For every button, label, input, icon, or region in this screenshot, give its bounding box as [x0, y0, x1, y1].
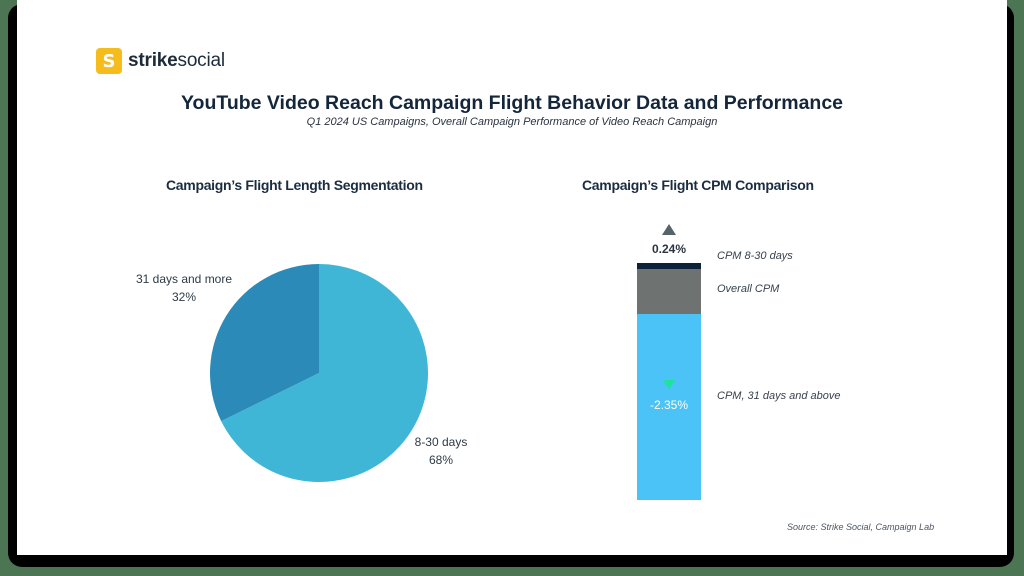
- bar-segment-overall-cpm: [637, 269, 701, 314]
- brand-name: strikesocial: [128, 50, 225, 72]
- brand-name-light: social: [177, 50, 226, 71]
- decrease-triangle-icon: [663, 380, 675, 389]
- pie-label-name: 31 days and more: [135, 272, 233, 286]
- pie-slice-8-30-days: [221, 264, 429, 482]
- pie-label-name: 8-30 days: [414, 435, 468, 449]
- legend-overall-cpm: Overall CPM: [717, 283, 780, 295]
- source-note: Source: Strike Social, Campaign Lab: [787, 522, 935, 532]
- page-subtitle: Q1 2024 US Campaigns, Overall Campaign P…: [306, 116, 718, 128]
- bar-segment-cpm-8-30: [637, 263, 701, 269]
- bar-chart-title: Campaign’s Flight CPM Comparison: [582, 177, 814, 193]
- bar-segment-cpm-31-plus: [637, 314, 701, 500]
- pie-chart: [210, 264, 429, 482]
- pie-chart-title: Campaign’s Flight Length Segmentation: [166, 177, 423, 193]
- cpm-increase-value: 0.24%: [651, 242, 687, 256]
- legend-cpm-31-plus: CPM, 31 days and above: [717, 390, 841, 402]
- increase-triangle-icon: [662, 224, 676, 235]
- brand-logo: S strikesocial: [96, 48, 225, 74]
- pie-label-pct: 32%: [171, 290, 197, 304]
- pie-label-31-days: 31 days and more 32%: [128, 270, 240, 306]
- pie-slice-31-days-more: [210, 264, 319, 422]
- pie-label-pct: 68%: [428, 453, 454, 467]
- pie-label-8-30-days: 8-30 days 68%: [408, 433, 474, 469]
- cpm-decrease-value: -2.35%: [649, 398, 689, 412]
- page-title: YouTube Video Reach Campaign Flight Beha…: [180, 92, 844, 114]
- legend-cpm-8-30: CPM 8-30 days: [717, 250, 793, 262]
- logo-badge-icon: S: [96, 48, 122, 74]
- brand-name-bold: strike: [128, 50, 178, 71]
- slide-card: [17, 0, 1007, 555]
